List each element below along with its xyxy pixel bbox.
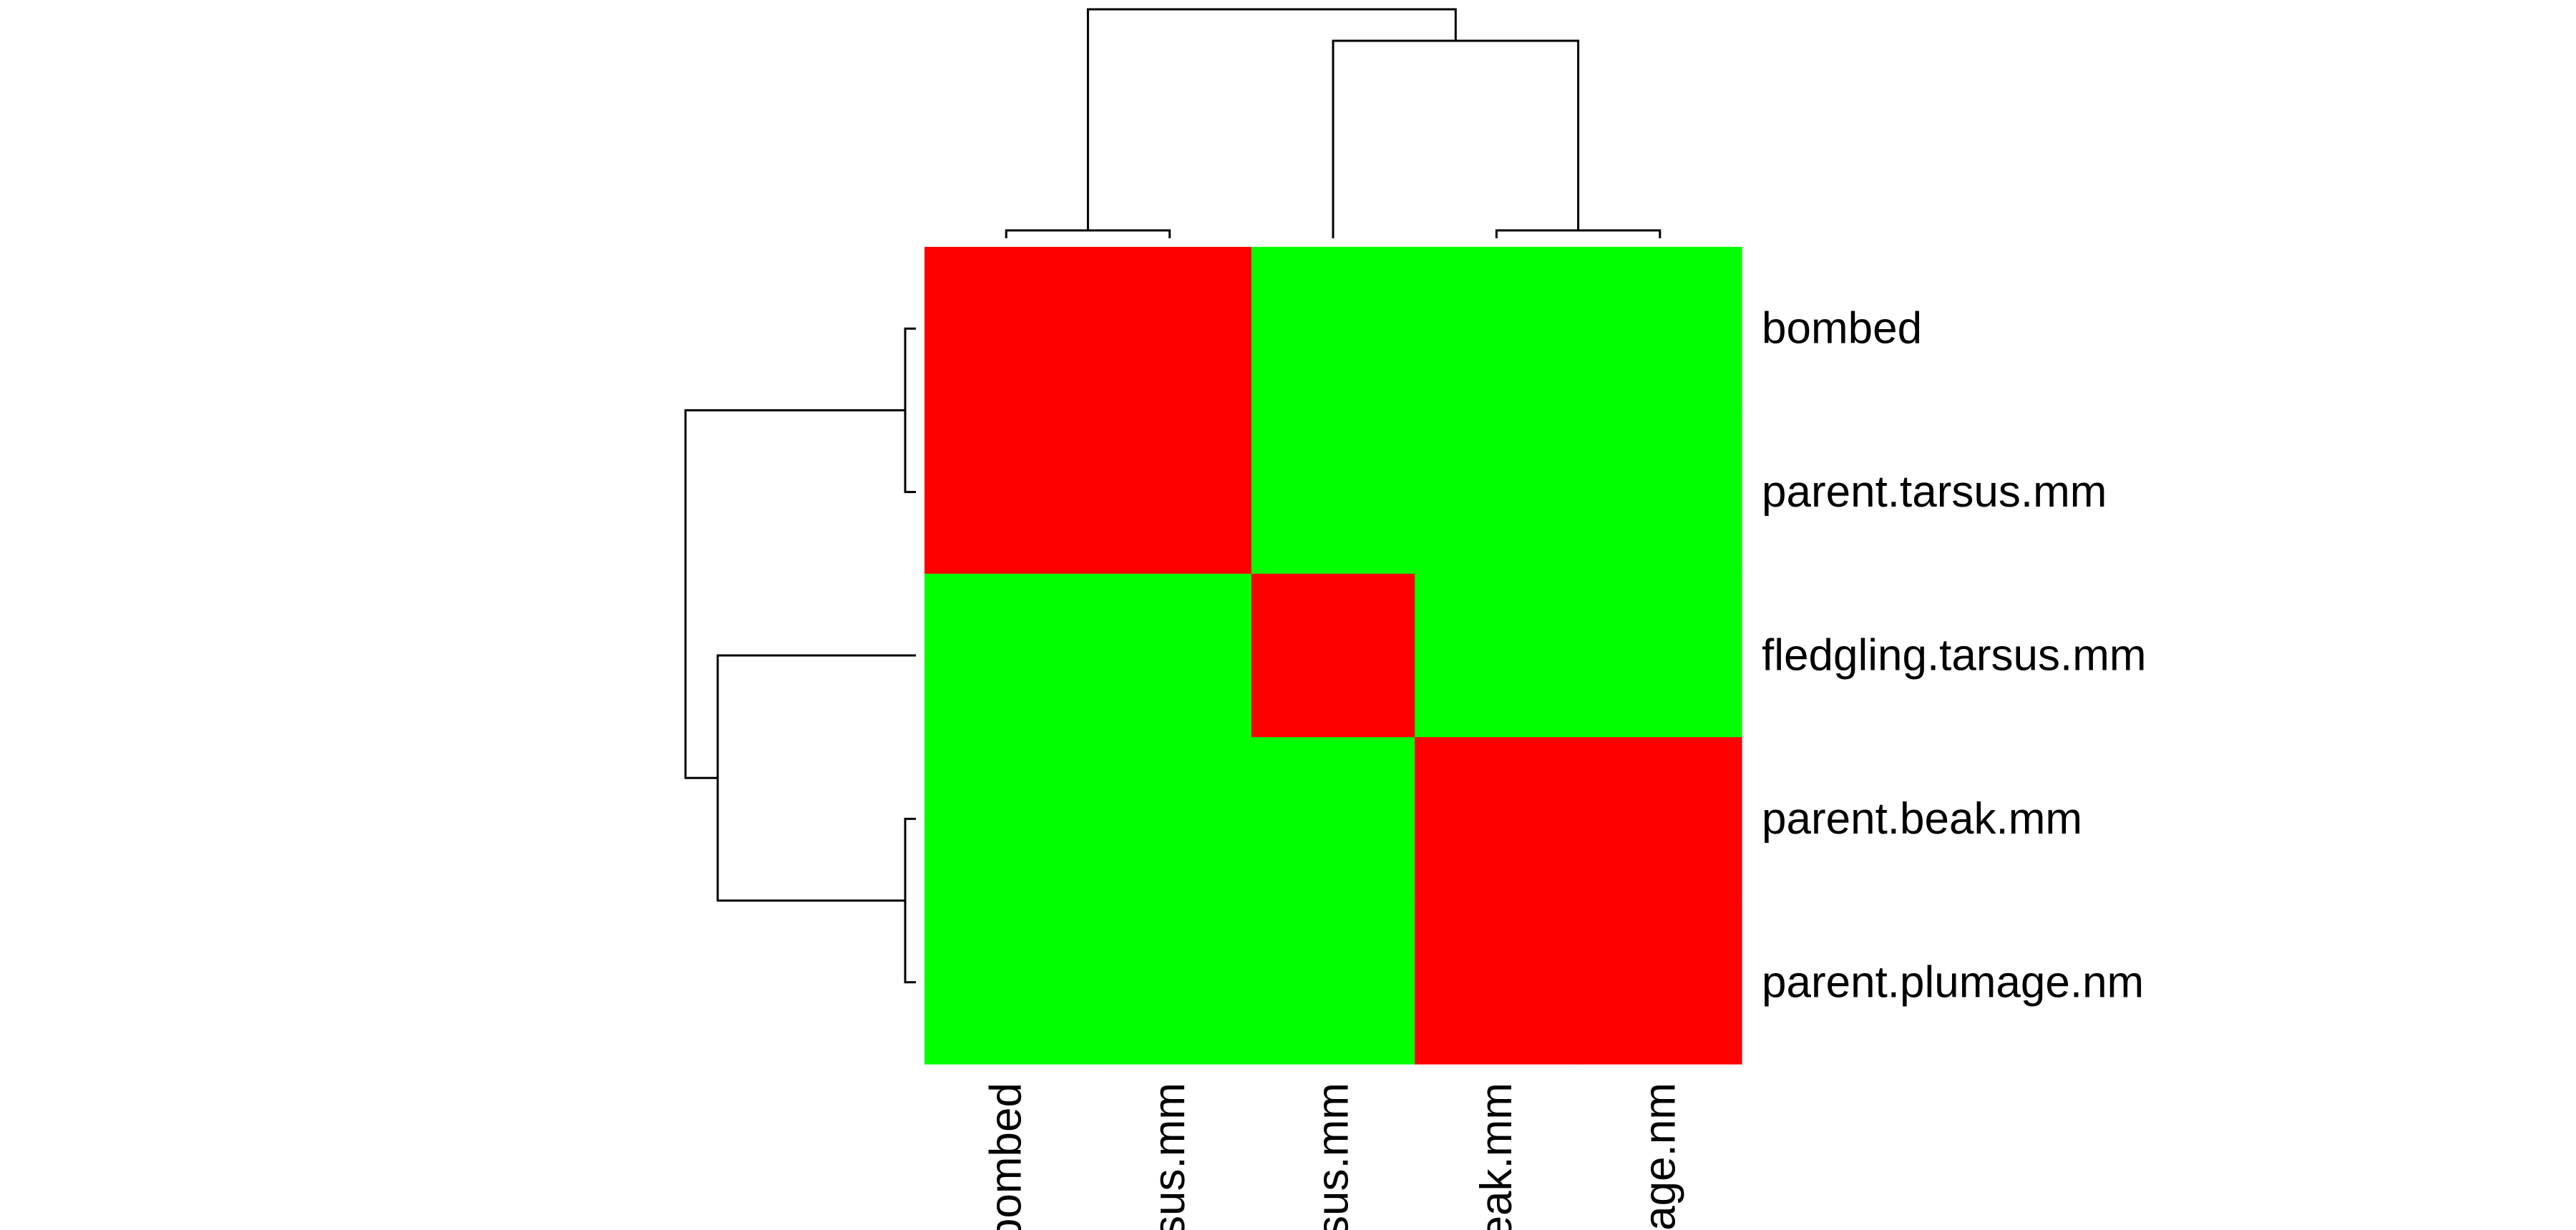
heatmap-cell-r4-c1 [1088,900,1252,1065]
row-label: parent.tarsus.mm [1762,467,2107,517]
column-label: sus.mm [1309,1083,1358,1230]
heatmap-cell-r4-c0 [924,900,1088,1065]
row-label: bombed [1762,304,1922,353]
row-label: parent.plumage.nm [1762,957,2144,1007]
row-dendro-branch [684,409,905,779]
heatmap-cell-r0-c3 [1415,247,1579,411]
heatmap-cell-r0-c4 [1578,247,1742,411]
row-dendro-branch [904,817,916,984]
heatmap-cell-r3-c0 [924,737,1088,902]
heatmap-cell-r4-c3 [1415,900,1579,1065]
heatmap-cell-r2-c2 [1251,573,1415,738]
heatmap-cell-r3-c1 [1088,737,1252,902]
column-label: bombed [982,1083,1031,1230]
heatmap-cells [924,247,1742,1065]
column-dendro-branch [1495,229,1662,238]
heatmap-cell-r4-c2 [1251,900,1415,1065]
heatmap-cell-r3-c2 [1251,737,1415,902]
column-dendro-branch [1005,229,1171,238]
heatmap-cell-r2-c0 [924,573,1088,738]
column-labels: bombed sus.mm sus.mm eak.mm age.nm [982,1083,1685,1230]
heatmap-cell-r1-c3 [1415,410,1579,575]
column-dendrogram [1005,8,1662,238]
row-labels: bombed parent.tarsus.mm fledgling.tarsus.m… [1762,304,2147,1007]
heatmap-cell-r1-c1 [1088,410,1252,575]
heatmap-cell-r4-c4 [1578,900,1742,1065]
heatmap-cell-r0-c1 [1088,247,1252,411]
row-dendrogram [684,327,916,984]
row-label: fledgling.tarsus.mm [1762,631,2147,680]
heatmap-cell-r1-c0 [924,410,1088,575]
column-label: eak.mm [1472,1083,1521,1230]
heatmap-cell-r2-c4 [1578,573,1742,738]
heatmap-cell-r1-c4 [1578,410,1742,575]
row-dendro-branch [904,327,916,494]
heatmap-cell-r0-c0 [924,247,1088,411]
heatmap-cell-r0-c2 [1251,247,1415,411]
heatmap-cell-r2-c1 [1088,573,1252,738]
row-dendro-branch [716,654,916,902]
column-dendro-branch [1086,8,1457,230]
heatmap-cell-r3-c4 [1578,737,1742,902]
row-label: parent.beak.mm [1762,794,2082,844]
column-label: age.nm [1635,1083,1684,1230]
column-label: sus.mm [1145,1083,1194,1230]
heatmap-cell-r1-c2 [1251,410,1415,575]
heatmap-cell-r2-c3 [1415,573,1579,738]
heatmap-cell-r3-c3 [1415,737,1579,902]
column-dendro-branch [1332,39,1580,238]
